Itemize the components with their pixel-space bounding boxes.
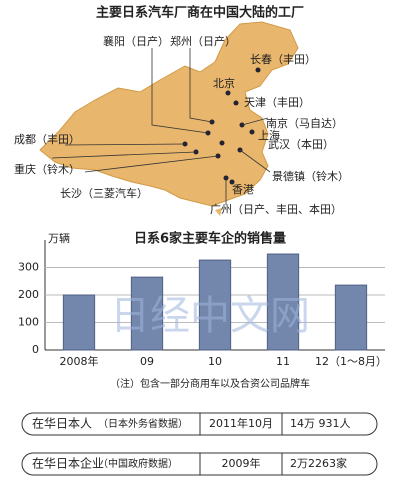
x-tick-label: 09 (140, 355, 154, 368)
info-cell: 2011年10月 (209, 416, 273, 430)
china-map (39, 21, 299, 207)
info-cell: （日本外务省数据） (98, 417, 188, 430)
x-tick-label: 10 (208, 355, 222, 368)
city-label: 天津（丰田） (244, 96, 310, 109)
y-tick-label: 300 (18, 261, 39, 274)
bar (266, 253, 300, 351)
chart-note: （注）包含一部分商用车以及合资公司品牌车 (110, 377, 310, 390)
city-label: 香港 (232, 183, 254, 196)
bar (198, 259, 232, 351)
info-cell: （中国政府数据） (98, 457, 178, 470)
city-label: 襄阳（日产） (103, 34, 169, 48)
y-tick-label: 200 (18, 288, 39, 301)
watermark: 日经中文网 (110, 293, 310, 339)
city-label: 上海 (258, 128, 280, 142)
city-label: 重庆（铃木） (14, 162, 80, 176)
info-cell: 2009年 (222, 456, 261, 470)
city-label: 广州（日产、丰田、本田） (210, 202, 342, 216)
map-title: 主要日系汽车厂商在中国大陆的工厂 (96, 5, 304, 21)
x-tick-label: 2008年 (60, 354, 99, 368)
info-cell: 14万 931人 (290, 417, 351, 430)
y-unit: 万辆 (48, 231, 70, 245)
y-tick-label: 100 (18, 316, 39, 329)
city-label: 长春（丰田） (250, 53, 316, 66)
info-cell: 在华日本企业 (32, 456, 104, 471)
bar (62, 294, 96, 351)
city-label: 长沙（三菱汽车） (60, 186, 148, 200)
chart-title: 日系6家主要车企的销售量 (134, 231, 286, 247)
x-tick-label: 12（1～8月） (315, 355, 387, 368)
hainan (215, 208, 222, 216)
info-cell: 在华日本人 (32, 417, 92, 431)
city-label: 郑州（日产） (170, 34, 236, 48)
city-label: 北京 (213, 76, 235, 90)
bar (130, 276, 164, 351)
city-label: 武汉（本田） (268, 137, 334, 151)
info-cell: 2万2263家 (290, 456, 347, 470)
city-label: 南京（马自达） (266, 116, 343, 130)
bar (334, 284, 368, 351)
y-tick-label: 0 (32, 343, 39, 356)
x-tick-label: 11 (276, 355, 290, 368)
city-label: 成都（丰田） (14, 133, 80, 146)
city-label: 景德镇（铃木） (272, 169, 349, 183)
leader-lines (51, 48, 271, 205)
